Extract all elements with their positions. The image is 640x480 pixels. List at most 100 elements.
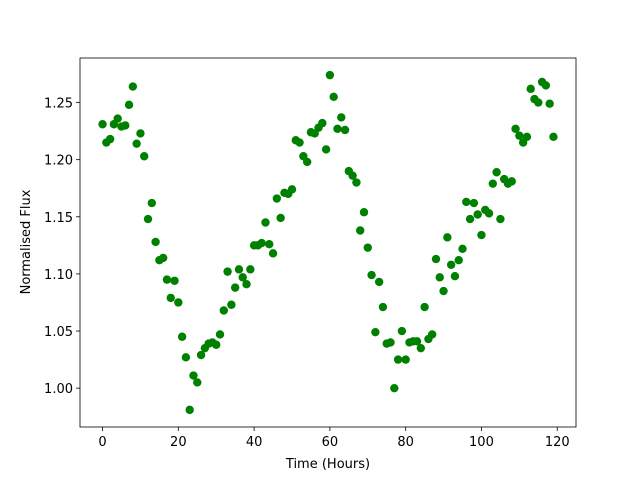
point (287, 185, 297, 194)
point (446, 260, 456, 269)
point (356, 226, 365, 235)
point (484, 209, 494, 218)
point (541, 81, 551, 90)
point (522, 132, 532, 142)
point (136, 129, 145, 138)
point (397, 326, 407, 336)
point (386, 338, 395, 347)
point (246, 265, 255, 274)
point (124, 100, 134, 110)
plot-frame (79, 57, 577, 428)
point (390, 383, 399, 393)
point (371, 327, 380, 337)
point (302, 157, 312, 167)
x-tick-label: 60 (322, 435, 339, 450)
point (223, 267, 232, 276)
point (367, 270, 376, 280)
point (545, 99, 554, 108)
point (462, 197, 471, 207)
point (374, 277, 384, 287)
x-axis-label: Time (Hours) (285, 457, 370, 472)
y-tick-label: 1.10 (44, 268, 73, 283)
point (348, 171, 357, 180)
point (549, 132, 558, 142)
point (435, 273, 444, 282)
point (128, 82, 138, 91)
point (272, 194, 282, 203)
point (177, 332, 187, 341)
point (234, 265, 244, 274)
point (162, 275, 172, 284)
point (261, 218, 270, 227)
point (166, 293, 175, 303)
x-tick-label: 100 (469, 435, 494, 450)
point (428, 330, 437, 339)
x-tick-label: 80 (397, 435, 414, 450)
point (450, 272, 460, 281)
y-tick-label: 1.00 (44, 382, 73, 397)
point (238, 273, 247, 282)
point (401, 355, 410, 364)
point (140, 152, 149, 161)
point (496, 214, 505, 224)
point (412, 337, 422, 346)
point (143, 214, 153, 224)
point (276, 213, 285, 223)
point (242, 279, 251, 289)
point (465, 214, 475, 224)
point (329, 92, 338, 102)
point (227, 300, 236, 309)
point (458, 244, 467, 253)
point (158, 253, 168, 263)
point (193, 378, 202, 387)
x-tick-label: 120 (545, 435, 570, 450)
y-tick-label: 1.15 (44, 211, 73, 226)
point (170, 276, 179, 285)
point (147, 198, 157, 208)
point (196, 350, 206, 360)
y-axis-label: Normalised Flux (19, 189, 34, 294)
point (318, 118, 327, 128)
point (189, 371, 198, 380)
point (181, 353, 191, 362)
point (333, 124, 342, 134)
point (151, 237, 160, 247)
point (337, 113, 346, 122)
point (469, 198, 479, 208)
point (363, 243, 372, 252)
point (219, 306, 228, 315)
point (443, 233, 452, 242)
point (515, 131, 524, 140)
point (212, 340, 221, 349)
point (477, 230, 486, 240)
point (132, 139, 141, 148)
point (492, 168, 501, 177)
point (257, 238, 266, 248)
point (507, 177, 516, 186)
point (393, 355, 403, 364)
point (105, 134, 115, 144)
point (268, 249, 278, 258)
x-tick-label: 20 (170, 435, 187, 450)
y-tick-label: 1.05 (44, 325, 73, 340)
point (352, 178, 361, 187)
point (526, 84, 535, 94)
point (454, 256, 463, 265)
y-tick-label: 1.25 (44, 97, 73, 112)
point (215, 330, 225, 339)
point (121, 121, 130, 130)
point (325, 70, 335, 80)
point (488, 179, 498, 188)
point (340, 125, 350, 135)
point (439, 286, 448, 296)
point (378, 302, 388, 312)
point (98, 120, 107, 129)
point (511, 124, 520, 134)
point (295, 138, 304, 147)
point (359, 208, 369, 217)
point (431, 254, 441, 264)
point (420, 302, 429, 312)
point (230, 283, 240, 292)
